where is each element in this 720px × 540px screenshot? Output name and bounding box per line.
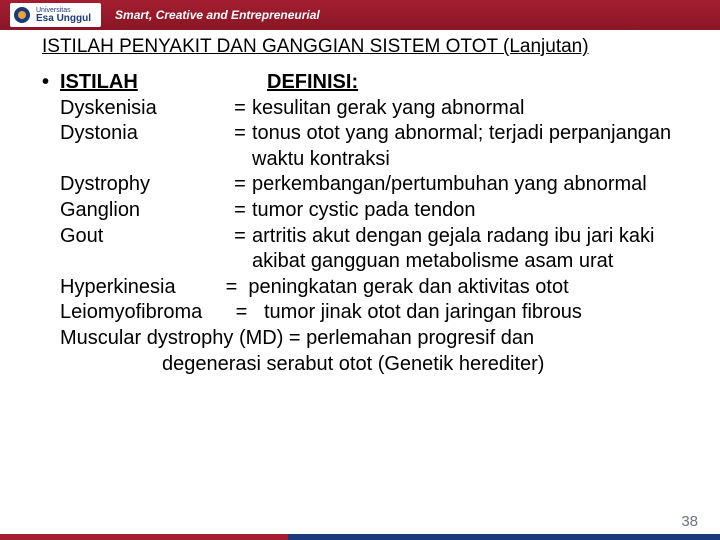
logo-name: Esa Unggul xyxy=(36,13,91,24)
col-def: DEFINISI: xyxy=(267,70,358,96)
term: Gout xyxy=(42,224,228,250)
definition: perkembangan/pertumbuhan yang abnormal xyxy=(252,172,690,198)
content-area: •ISTILAH DEFINISI: Dyskenisia = kesulita… xyxy=(0,62,720,377)
column-headers: •ISTILAH DEFINISI: xyxy=(42,70,690,96)
freeform-line: Muscular dystrophy (MD) = perlemahan pro… xyxy=(42,326,690,352)
definition-row: Dystonia = tonus otot yang abnormal; ter… xyxy=(42,121,690,172)
freeform-line: Hyperkinesia = peningkatan gerak dan akt… xyxy=(42,275,690,301)
equals: = xyxy=(228,172,252,198)
term: Dystrophy xyxy=(42,172,228,198)
definition-row: Gout = artritis akut dengan gejala radan… xyxy=(42,224,690,275)
equals: = xyxy=(228,224,252,250)
header-bar: Universitas Esa Unggul Smart, Creative a… xyxy=(0,0,720,30)
definition: artritis akut dengan gejala radang ibu j… xyxy=(252,224,690,275)
logo-text: Universitas Esa Unggul xyxy=(36,7,91,24)
col-term: •ISTILAH xyxy=(42,70,247,96)
definition-row: Dyskenisia = kesulitan gerak yang abnorm… xyxy=(42,96,690,122)
term: Dyskenisia xyxy=(42,96,228,122)
definition: tonus otot yang abnormal; terjadi perpan… xyxy=(252,121,690,172)
freeform-continuation: degenerasi serabut otot (Genetik heredit… xyxy=(42,352,690,378)
logo: Universitas Esa Unggul xyxy=(10,3,101,27)
logo-mark-icon xyxy=(14,7,30,23)
tagline: Smart, Creative and Entrepreneurial xyxy=(115,8,320,22)
definition: kesulitan gerak yang abnormal xyxy=(252,96,690,122)
page-title: ISTILAH PENYAKIT DAN GANGGIAN SISTEM OTO… xyxy=(0,30,720,62)
equals: = xyxy=(228,96,252,122)
term: Dystonia xyxy=(42,121,228,147)
definition-row: Dystrophy = perkembangan/pertumbuhan yan… xyxy=(42,172,690,198)
freeform-line: Leiomyofibroma = tumor jinak otot dan ja… xyxy=(42,300,690,326)
footer-stripe xyxy=(0,534,720,540)
definition-row: Ganglion = tumor cystic pada tendon xyxy=(42,198,690,224)
definition: tumor cystic pada tendon xyxy=(252,198,690,224)
equals: = xyxy=(228,121,252,147)
page-number: 38 xyxy=(681,513,698,530)
term: Ganglion xyxy=(42,198,228,224)
equals: = xyxy=(228,198,252,224)
